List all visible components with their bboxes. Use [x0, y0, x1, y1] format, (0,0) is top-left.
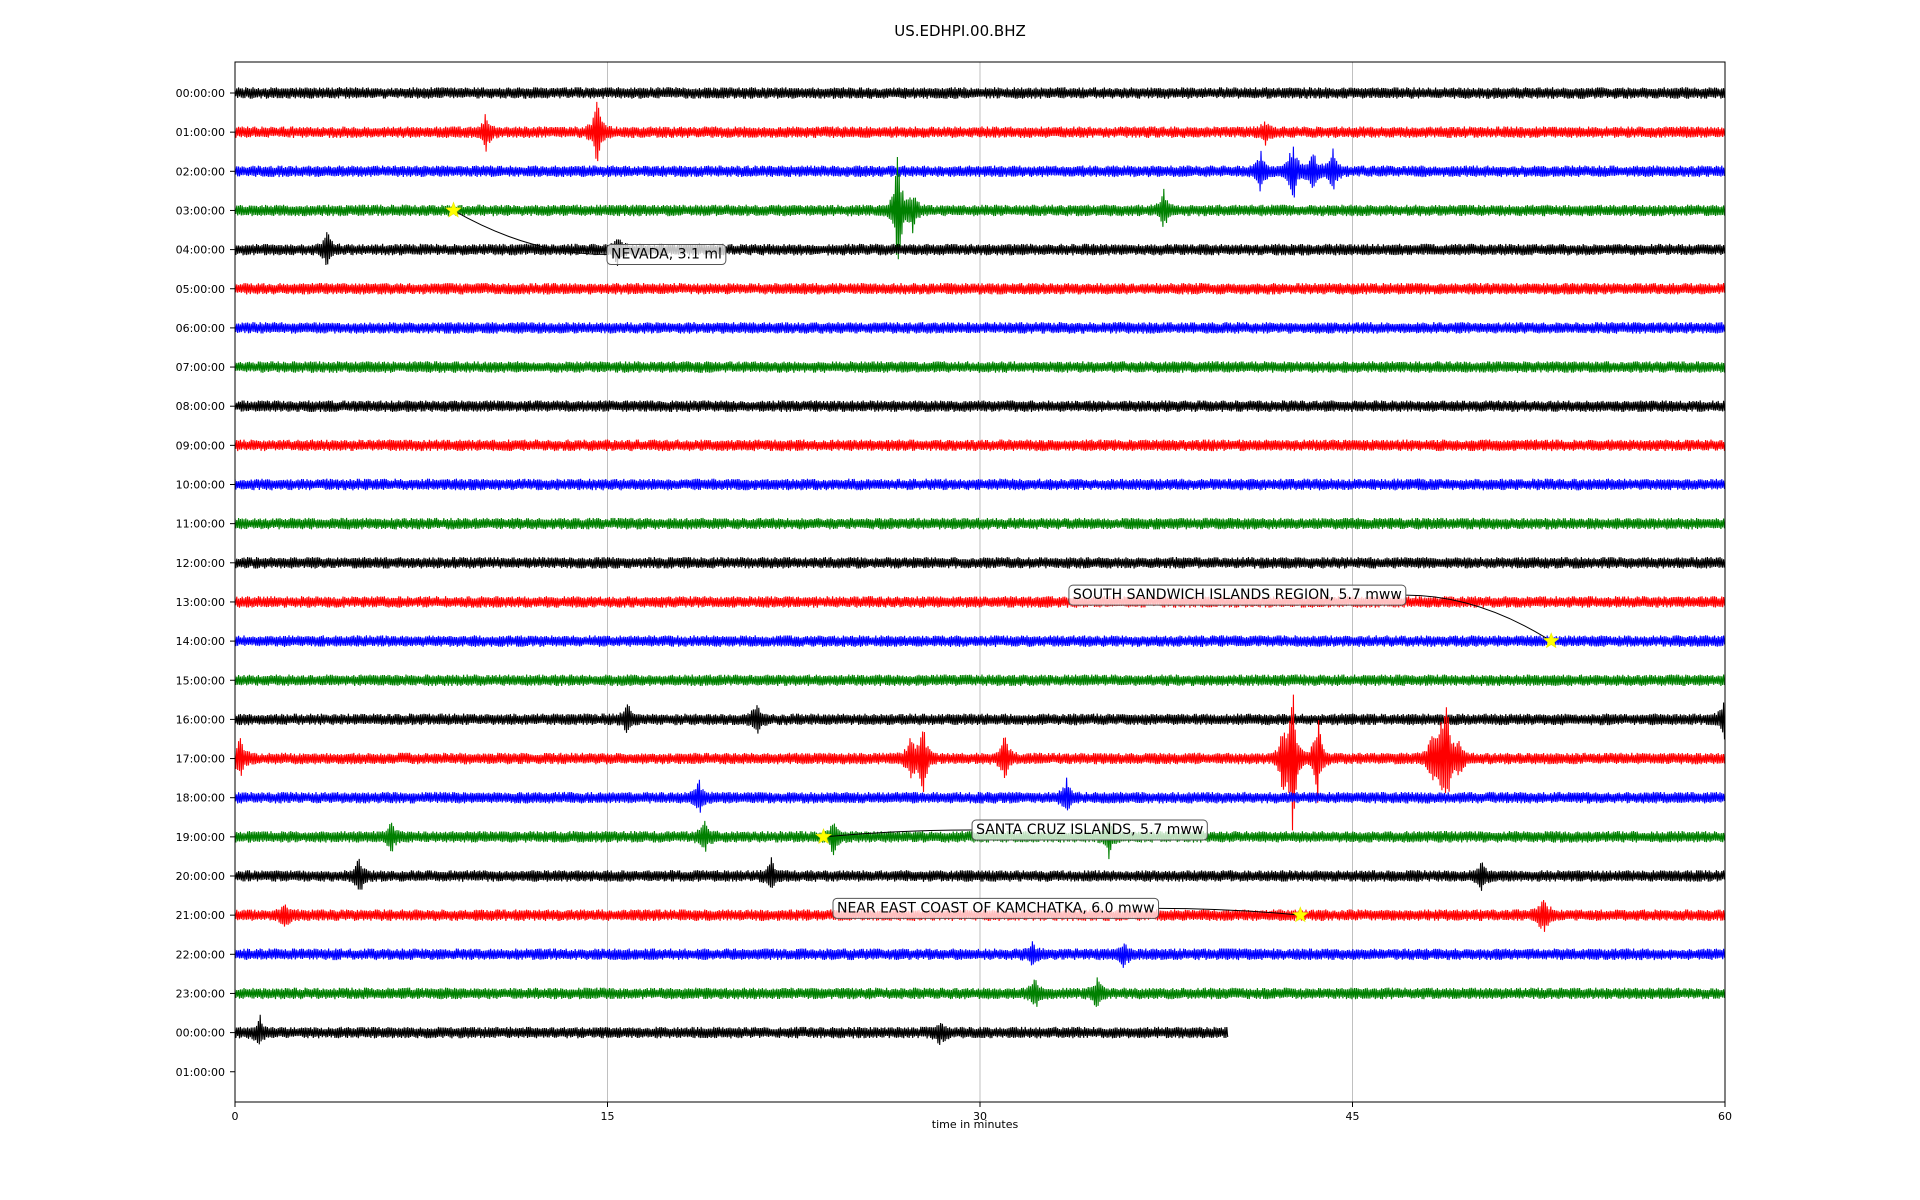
trace-row-23	[234, 977, 1726, 1007]
event-annotation-3: NEAR EAST COAST OF KAMCHATKA, 6.0 mww	[832, 897, 1309, 923]
trace-row-20	[234, 857, 1726, 891]
trace-row-13	[234, 596, 1726, 608]
event-annotations: NEVADA, 3.1 ml SOUTH SANDWICH ISLANDS REG…	[445, 201, 1560, 923]
x-tick-labels: 0 15 30 45 60	[232, 1102, 1732, 1123]
y-tick-label: 17:00:00	[176, 753, 225, 766]
event-star-icon	[1542, 632, 1560, 649]
x-tick-label: 45	[1346, 1110, 1360, 1123]
y-tick-label: 06:00:00	[176, 322, 225, 335]
event-annotation-1: SOUTH SANDWICH ISLANDS REGION, 5.7 mww	[1068, 584, 1560, 649]
trace-row-0	[234, 87, 1726, 99]
x-tick-label: 15	[601, 1110, 615, 1123]
y-tick-label: 09:00:00	[176, 439, 225, 452]
trace-row-17	[234, 694, 1726, 831]
x-tick-label: 60	[1718, 1110, 1732, 1123]
event-star-icon	[445, 201, 462, 218]
y-tick-label: 18:00:00	[176, 792, 225, 805]
event-connector	[1405, 594, 1552, 642]
seismogram-traces	[234, 87, 1726, 1046]
y-tick-label: 22:00:00	[176, 948, 225, 961]
trace-row-2	[234, 146, 1726, 198]
trace-row-9	[234, 439, 1726, 452]
trace-row-6	[234, 322, 1726, 334]
y-tick-label: 12:00:00	[176, 557, 225, 570]
y-tick-label: 08:00:00	[176, 400, 225, 413]
trace-row-3	[234, 156, 1726, 260]
event-star-icon	[1291, 906, 1309, 923]
event-connector	[823, 829, 973, 838]
event-annotation-0: NEVADA, 3.1 ml	[445, 201, 727, 266]
trace-row-1	[234, 101, 1726, 162]
event-label-box	[971, 819, 1208, 841]
trace-row-16	[234, 702, 1726, 740]
event-label: SOUTH SANDWICH ISLANDS REGION, 5.7 mww	[1073, 587, 1402, 603]
trace-row-7	[234, 361, 1726, 373]
event-label-box	[606, 244, 727, 266]
y-tick-label: 00:00:00	[176, 1027, 225, 1040]
y-tick-label: 01:00:00	[176, 1066, 225, 1079]
event-connector	[453, 210, 608, 256]
trace-row-12	[234, 556, 1726, 569]
x-axis-label: time in minutes	[932, 1118, 1019, 1131]
chart-title: US.EDHPI.00.BHZ	[894, 22, 1026, 40]
y-tick-label: 23:00:00	[176, 987, 225, 1000]
trace-row-8	[234, 400, 1726, 413]
trace-row-18	[234, 777, 1726, 813]
trace-row-24	[234, 1014, 1229, 1046]
y-tick-label: 05:00:00	[176, 283, 225, 296]
y-tick-label: 07:00:00	[176, 361, 225, 374]
event-label-box	[1068, 584, 1407, 606]
y-tick-label: 14:00:00	[176, 635, 225, 648]
event-star-icon	[815, 828, 833, 844]
event-label: NEVADA, 3.1 ml	[611, 247, 722, 263]
y-tick-label: 10:00:00	[176, 479, 225, 492]
event-label: NEAR EAST COAST OF KAMCHATKA, 6.0 mww	[837, 900, 1155, 916]
trace-row-15	[234, 674, 1726, 687]
y-tick-label: 01:00:00	[176, 126, 225, 139]
y-tick-label: 19:00:00	[176, 831, 225, 844]
x-tick-label: 0	[232, 1110, 239, 1123]
y-tick-label: 15:00:00	[176, 674, 225, 687]
event-label: SANTA CRUZ ISLANDS, 5.7 mww	[976, 822, 1203, 838]
y-tick-label: 02:00:00	[176, 165, 225, 178]
y-tick-labels: 00:00:00 01:00:00 02:00:00 03:00:00 04:00:00…	[176, 87, 235, 1079]
y-tick-label: 03:00:00	[176, 204, 225, 217]
event-label-box	[832, 897, 1160, 919]
trace-row-5	[234, 282, 1726, 295]
trace-row-11	[234, 517, 1726, 530]
trace-row-22	[234, 941, 1726, 968]
grid-lines	[607, 62, 1353, 1102]
y-tick-label: 16:00:00	[176, 713, 225, 726]
event-annotation-2: SANTA CRUZ ISLANDS, 5.7 mww	[815, 819, 1208, 844]
trace-row-4	[234, 232, 1726, 266]
trace-row-14	[234, 635, 1726, 647]
y-tick-label: 00:00:00	[176, 87, 225, 100]
y-tick-label: 04:00:00	[176, 244, 225, 257]
x-tick-label: 30	[973, 1110, 987, 1123]
y-tick-label: 13:00:00	[176, 596, 225, 609]
event-connector	[1158, 907, 1301, 916]
y-tick-label: 21:00:00	[176, 909, 225, 922]
y-tick-label: 20:00:00	[176, 870, 225, 883]
y-tick-label: 11:00:00	[176, 518, 225, 531]
trace-row-10	[234, 478, 1726, 491]
